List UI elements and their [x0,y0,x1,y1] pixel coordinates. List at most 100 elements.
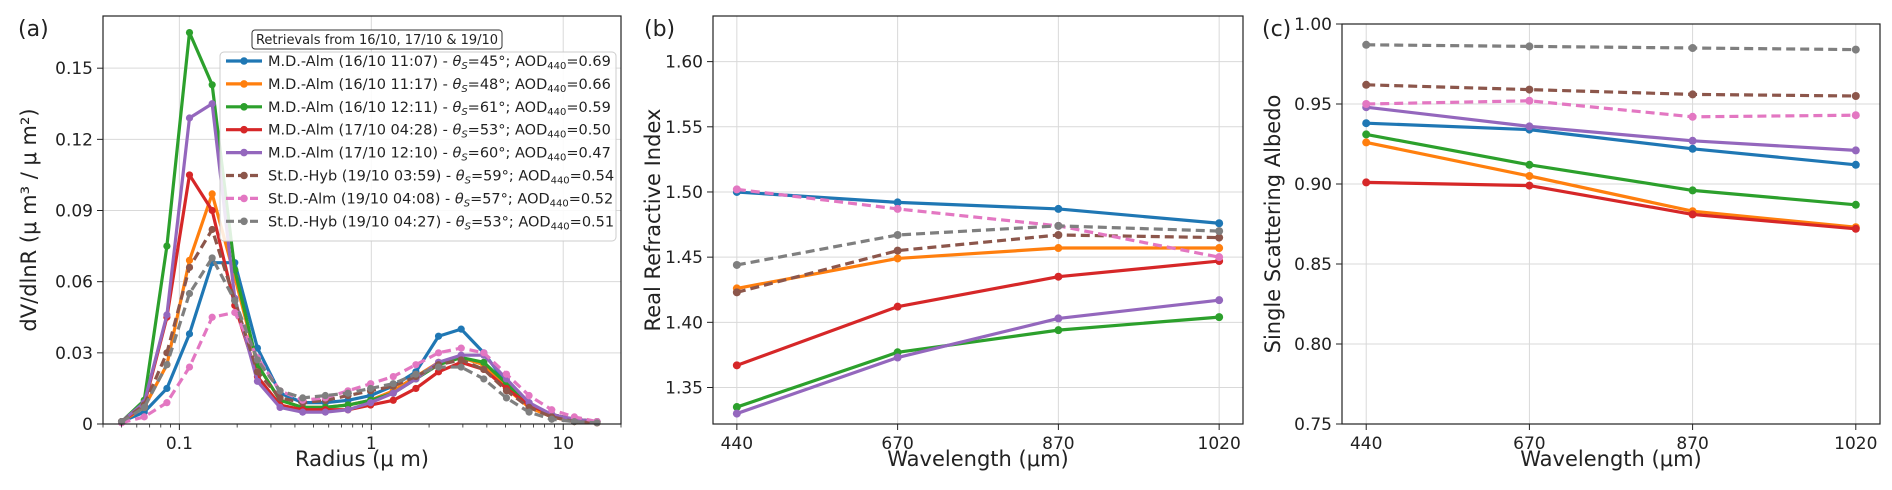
panel-b-data-point [893,353,902,362]
panel-c-data-point [1362,100,1371,108]
panel-b-data-point [893,302,902,311]
panel-c-data-point [1851,146,1860,155]
legend-theta-subscript: S [461,84,468,95]
panel-c-data-point [1851,224,1860,233]
legend-box [219,51,617,242]
panel-a-data-point [457,325,465,333]
panel-b-data-point [732,185,741,194]
legend-label-aod-value: =0.52 [569,191,613,207]
panel-a-data-point [457,344,465,352]
panel-c-data-point [1688,144,1697,153]
panel-a-data-point [163,242,171,250]
panel-a-ytick-label: 0.06 [55,273,93,293]
panel-a-ytick-label: 0.12 [55,130,93,150]
legend-marker [240,194,248,203]
legend-label-aod-value: =0.50 [566,123,610,139]
panel-b-ytick-label: 1.60 [665,53,703,73]
panel-a-data-point [253,356,262,364]
panel-b-data-point [1054,230,1063,239]
panel-b-data-point [1215,244,1224,253]
panel-c-ytick-label: 0.95 [1294,95,1332,115]
legend-label-mid: =60°; AOD [468,146,548,162]
panel-a-data-point [208,81,216,89]
panel-b-ytick-label: 1.45 [665,248,703,268]
panel-a-size-distribution: (a) 0.1 1 10 0 0.03 0.06 0.09 0.12 0.15 Radius (… [17,15,622,471]
legend-label-prefix: St.D.-Hyb (19/10 03:59) - [268,169,456,185]
panel-a-data-point [299,408,307,416]
panel-a-data-point [185,289,194,298]
panel-c-data-point [1851,45,1860,54]
panel-b-refractive-index: (b) 440 670 870 1020 1.35 1.40 1.45 1.50 1.55 1.6… [641,15,1244,471]
legend-label-prefix: M.D.-Alm (17/10 12:10) - [268,146,452,162]
panel-a-data-point [276,394,284,402]
panel-c-frame [1341,23,1881,425]
legend-marker [240,125,248,134]
panel-a-data-point [231,308,239,317]
legend-aod-subscript: 440 [547,130,566,141]
legend-label-mid: =53°; AOD [468,123,548,139]
panel-a-frame [102,15,622,425]
legend-label-mid: =59°; AOD [471,169,551,185]
panel-a-data-point [140,413,148,421]
panel-c-ytick-label: 0.90 [1294,175,1332,195]
legend-theta-subscript: S [465,221,472,232]
panel-b-data-point [1215,219,1224,228]
panel-a-data-point [593,419,601,427]
panel-b-data-point [1215,233,1224,242]
panel-a-data-point [344,406,352,414]
panel-c-xlabel: Wavelength (μm) [1520,447,1701,471]
panel-b-data-point [1054,244,1063,253]
legend-label-prefix: M.D.-Alm (16/10 12:11) - [268,100,452,116]
panel-a-data-point [502,387,511,395]
panel-a-ytick-label: 0.03 [55,344,93,364]
panel-c-series-line [1365,132,1856,207]
panel-b-data-point [1215,313,1224,322]
panel-a-data-point [185,363,194,371]
panel-b-data-point [893,204,902,213]
legend-theta-subscript: S [464,198,471,209]
panel-a-data-point [434,363,443,371]
panel-b-data-point [732,260,741,269]
legend-label-aod-value: =0.47 [566,146,610,162]
panel-a-data-point [253,368,262,376]
legend-label-prefix: M.D.-Alm (17/10 04:28) - [268,123,452,139]
panel-b-ylabel: Real Refractive Index [641,109,665,332]
legend-theta-symbol: θ [452,54,461,70]
legend-label: M.D.-Alm (16/10 11:17) - θS=48°; AOD440=… [268,77,611,95]
panel-b-data-point [1054,272,1063,281]
panel-a-data-point [208,206,216,215]
panel-c-series [1362,40,1860,233]
panel-b-data-point [893,230,902,239]
panel-a-xtick-label: 0.1 [166,434,193,454]
legend-aod-subscript: 440 [547,61,566,72]
legend-label: M.D.-Alm (17/10 12:10) - θS=60°; AOD440=… [268,146,611,164]
panel-b-series [732,185,1224,418]
panel-a-data-point [457,356,465,364]
panel-b-grid [713,16,1243,424]
panel-b-series-line [736,298,1220,416]
panel-b-data-point [732,288,741,297]
panel-b-label: (b) [644,17,675,42]
legend-theta-subscript: S [461,107,468,118]
panel-c-data-point [1688,90,1697,99]
panel-b-data-point [893,246,902,255]
legend-theta-symbol: θ [452,77,461,93]
panel-c-data-point [1525,85,1534,94]
panel-c-data-point [1688,186,1697,195]
panel-a-series-line [120,31,598,424]
panel-c-label: (c) [1262,17,1291,42]
legend-label-mid: =48°; AOD [468,77,548,93]
panel-a-data-point [389,380,397,388]
panel-a-data-point [163,311,171,319]
panel-a-data-point [321,408,329,416]
panel-b-ytick-label: 1.55 [665,118,703,138]
panel-b-data-point [732,361,741,370]
panel-c-data-point [1362,40,1371,49]
panel-a-series-line [120,227,598,425]
panel-b-data-point [893,254,902,263]
legend-label-prefix: M.D.-Alm (16/10 11:07) - [268,54,452,70]
panel-a-data-point [367,399,375,407]
panel-b-series-line [736,233,1220,294]
legend-aod-subscript: 440 [547,84,566,95]
panel-c-xtick-label: 670 [1513,434,1545,454]
